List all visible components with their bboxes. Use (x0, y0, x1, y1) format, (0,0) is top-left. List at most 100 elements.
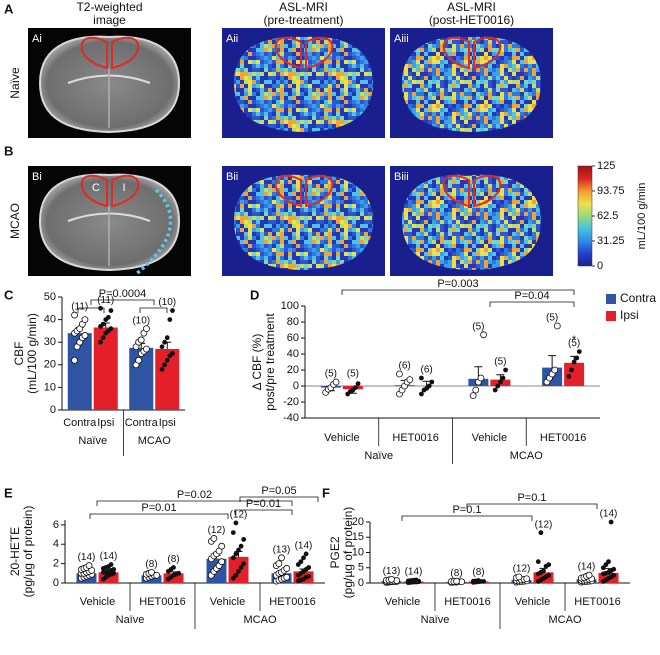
data-point (171, 565, 176, 570)
data-point (406, 376, 414, 384)
n-label: (13) (273, 544, 291, 555)
image-label: Bi (32, 171, 42, 183)
annotation: P=0.05 (261, 485, 296, 497)
data-point (495, 383, 501, 389)
bar (129, 347, 154, 410)
y-axis-label: CBF (12, 342, 26, 366)
error-bar (496, 374, 505, 380)
x-tick-label: Vehicle (80, 596, 115, 608)
group-label: Naïve (78, 435, 107, 447)
data-point (230, 555, 236, 561)
brain (234, 36, 373, 132)
data-point (503, 367, 508, 373)
data-point (480, 331, 487, 339)
data-point (298, 559, 304, 565)
panel-letter: B (4, 143, 13, 158)
bar-label: Contra (63, 417, 97, 429)
annotation: P=0.01 (246, 498, 281, 510)
y-tick-label: -40 (283, 412, 299, 424)
y-tick-label: 20 (44, 359, 56, 371)
column-header: ASL-MRI (447, 0, 496, 14)
data-point (355, 381, 361, 387)
n-label: (6) (421, 365, 433, 376)
data-point (306, 565, 312, 570)
colorbar (577, 165, 593, 267)
data-point (238, 565, 244, 570)
n-label: (8) (450, 568, 462, 579)
data-point (71, 311, 78, 319)
y-axis-label: (pg/µg of protein) (21, 506, 35, 598)
group-label: Naïve (421, 614, 450, 626)
data-point (148, 568, 155, 576)
group-label: MCAO (244, 614, 277, 626)
data-point (85, 562, 93, 569)
data-point (108, 562, 114, 567)
legend-swatch (606, 294, 616, 304)
data-point (576, 349, 582, 355)
bracket (489, 301, 575, 307)
data-point (162, 339, 168, 345)
legend-label: Ipsi (620, 308, 639, 322)
y-tick-label: 0 (50, 404, 56, 416)
bar (93, 327, 118, 410)
data-point (574, 355, 580, 361)
data-point (137, 336, 145, 344)
data-point (170, 351, 175, 356)
panel-letter: A (4, 1, 14, 16)
brain (402, 36, 541, 132)
data-point (419, 391, 424, 397)
data-point (600, 565, 606, 571)
data-point (238, 543, 244, 549)
data-point (233, 551, 239, 557)
y-tick-label: 50 (44, 291, 56, 303)
group-label: MCAO (138, 435, 171, 447)
data-point (159, 344, 165, 350)
data-point (108, 308, 114, 313)
data-point (111, 567, 117, 572)
y-tick-label: -20 (283, 396, 299, 408)
annotation: P=0.02 (177, 489, 212, 501)
image-label: Aii (226, 33, 238, 45)
y-tick-label: 80 (287, 316, 299, 328)
data-point (413, 577, 419, 583)
data-point (159, 366, 165, 372)
data-point (426, 383, 432, 389)
legend-label: Contra (620, 291, 656, 305)
x-tick-label: Vehicle (515, 596, 550, 608)
y-tick-label: 100 (281, 300, 299, 312)
panel-letter: E (4, 485, 13, 500)
brain (234, 174, 373, 270)
y-tick-label: 20 (287, 364, 299, 376)
y-axis-label: Δ CBF (%) (250, 334, 264, 391)
n-label: (5) (472, 321, 484, 332)
region-label: I (122, 182, 125, 194)
annotation: P=0.1 (452, 504, 481, 516)
row-label: MCAO (8, 203, 22, 239)
data-point (429, 379, 435, 385)
data-point (143, 325, 150, 333)
bracket (77, 307, 105, 313)
group-label: Naïve (116, 614, 145, 626)
error-bar (548, 355, 557, 368)
data-point (608, 519, 614, 525)
data-point (541, 568, 546, 574)
bar-label: Ipsi (159, 417, 176, 429)
region-outline (274, 174, 334, 208)
data-point (546, 562, 552, 568)
data-point (164, 335, 170, 341)
group-label: MCAO (549, 614, 582, 626)
data-point (419, 375, 424, 381)
error-bar (422, 380, 431, 386)
data-point (551, 366, 559, 374)
data-point (71, 356, 78, 364)
annotation: P=0.003 (437, 278, 478, 290)
image-label: Biii (394, 171, 409, 183)
data-point (278, 554, 285, 562)
data-point (233, 572, 239, 578)
y-tick-label: 6 (53, 519, 59, 531)
y-tick-label: 30 (44, 336, 56, 348)
bar-label: Contra (125, 417, 159, 429)
panel-letter: F (322, 485, 330, 500)
colorbar-tick-label: 93.75 (597, 185, 625, 197)
n-label: (5) (325, 369, 337, 380)
